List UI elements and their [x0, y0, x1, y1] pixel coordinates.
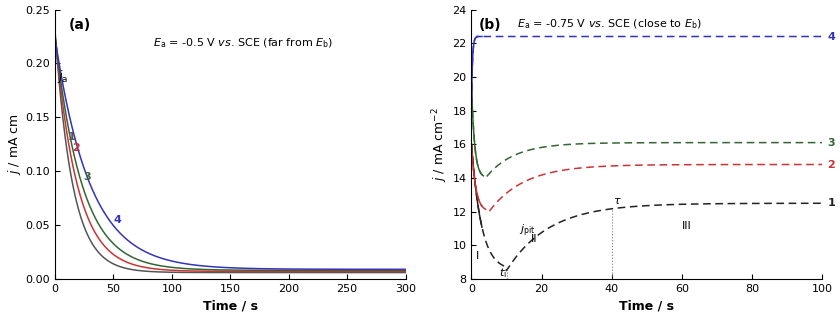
Text: $E_\mathrm{a}$ = -0.75 V $vs$. SCE (close to $E_\mathrm{b}$): $E_\mathrm{a}$ = -0.75 V $vs$. SCE (clos…	[517, 17, 702, 31]
X-axis label: Time / s: Time / s	[619, 300, 675, 313]
Text: (b): (b)	[479, 17, 501, 31]
Y-axis label: $j$ / mA cm$^{-2}$: $j$ / mA cm$^{-2}$	[430, 107, 449, 182]
Text: 1: 1	[827, 198, 835, 208]
Text: 4: 4	[113, 215, 121, 225]
Text: $t_\mathrm{i}$: $t_\mathrm{i}$	[499, 266, 507, 280]
Text: $E_\mathrm{a}$ = -0.5 V $vs$. SCE (far from $E_\mathrm{b}$): $E_\mathrm{a}$ = -0.5 V $vs$. SCE (far f…	[153, 37, 333, 50]
Text: III: III	[682, 220, 691, 231]
Text: 3: 3	[827, 138, 835, 148]
Text: 2: 2	[827, 160, 835, 169]
Text: II: II	[531, 234, 538, 244]
Text: I: I	[475, 251, 479, 261]
Text: 4: 4	[827, 31, 835, 42]
Text: 2: 2	[72, 142, 81, 153]
Text: $j_\mathrm{a}$: $j_\mathrm{a}$	[56, 68, 68, 85]
Text: $\tau$: $\tau$	[613, 196, 622, 206]
Y-axis label: $j$ / mA cm: $j$ / mA cm	[6, 114, 23, 175]
Text: (a): (a)	[69, 17, 92, 31]
Text: $j_\mathrm{pit}$: $j_\mathrm{pit}$	[519, 223, 535, 239]
Text: 1: 1	[68, 132, 76, 142]
X-axis label: Time / s: Time / s	[202, 300, 258, 313]
Text: 3: 3	[83, 172, 91, 182]
